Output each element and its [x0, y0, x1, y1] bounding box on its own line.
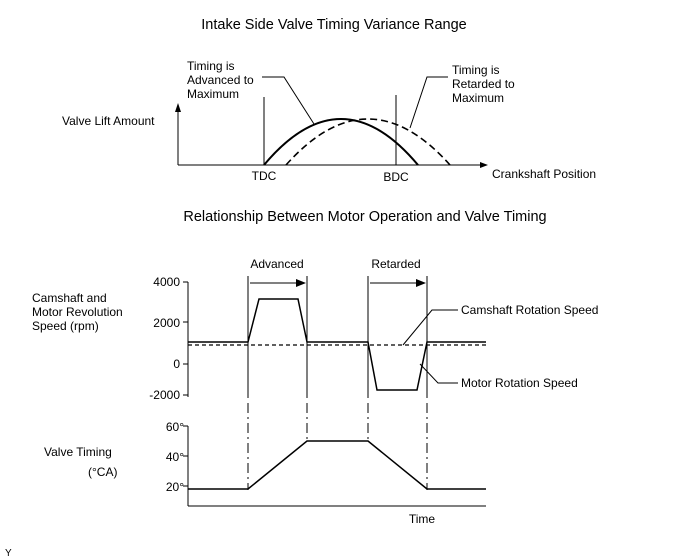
timing-tick-label-60: 60°: [166, 420, 184, 434]
speed-axis-label-line-2: Motor Revolution: [32, 305, 123, 319]
valve-timing-curve: [188, 440, 486, 490]
speed-tick-label-0: 0: [173, 357, 180, 371]
advanced-note-leader: [262, 76, 315, 125]
retarded-note-line-2: Retarded to: [452, 77, 515, 91]
phase-boundaries: [247, 276, 428, 490]
top-y-axis-arrow: [175, 103, 181, 112]
timing-tick-label-20: 20°: [166, 480, 184, 494]
valve-timing-label: Valve Timing: [44, 445, 112, 459]
crankshaft-position-label: Crankshaft Position: [492, 167, 596, 181]
speed-tick-label-4000: 4000: [153, 275, 180, 289]
advanced-lift-curve: [263, 118, 419, 166]
advanced-label: Advanced: [250, 257, 303, 271]
camshaft-rotation-speed-label: Camshaft Rotation Speed: [461, 303, 598, 317]
bottom-title: Relationship Between Motor Operation and…: [183, 209, 546, 225]
speed-axis-label-line-3: Speed (rpm): [32, 319, 99, 333]
top-x-axis-arrow: [480, 162, 488, 168]
bdc-label: BDC: [383, 170, 409, 184]
retarded-lift-curve: [285, 118, 451, 166]
tdc-label: TDC: [252, 169, 277, 183]
motor-rotation-speed-label: Motor Rotation Speed: [461, 376, 578, 390]
timing-tick-label-40: 40°: [166, 450, 184, 464]
retarded-note-line-3: Maximum: [452, 91, 504, 105]
time-label: Time: [409, 512, 436, 526]
retarded-label: Retarded: [371, 257, 420, 271]
valve-lift-label: Valve Lift Amount: [62, 114, 155, 128]
corner-mark: Y: [5, 548, 12, 559]
speed-tick-label-2000: 2000: [153, 316, 180, 330]
advanced-note-line-2: Advanced to: [187, 73, 254, 87]
speed-tick-label-minus-2000: -2000: [149, 388, 180, 402]
retarded-arrow-head: [416, 279, 426, 287]
retarded-note-leader: [409, 76, 448, 129]
camshaft-label-leader: [402, 309, 458, 346]
motor-label-leader: [419, 363, 458, 384]
advanced-note-line-3: Maximum: [187, 87, 239, 101]
retarded-note-line-1: Timing is: [452, 63, 500, 77]
advanced-arrow-head: [296, 279, 306, 287]
top-title: Intake Side Valve Timing Variance Range: [201, 17, 466, 33]
speed-axis-label-line-1: Camshaft and: [32, 291, 107, 305]
advanced-note-line-1: Timing is: [187, 59, 235, 73]
valve-timing-unit: (°CA): [88, 465, 117, 479]
